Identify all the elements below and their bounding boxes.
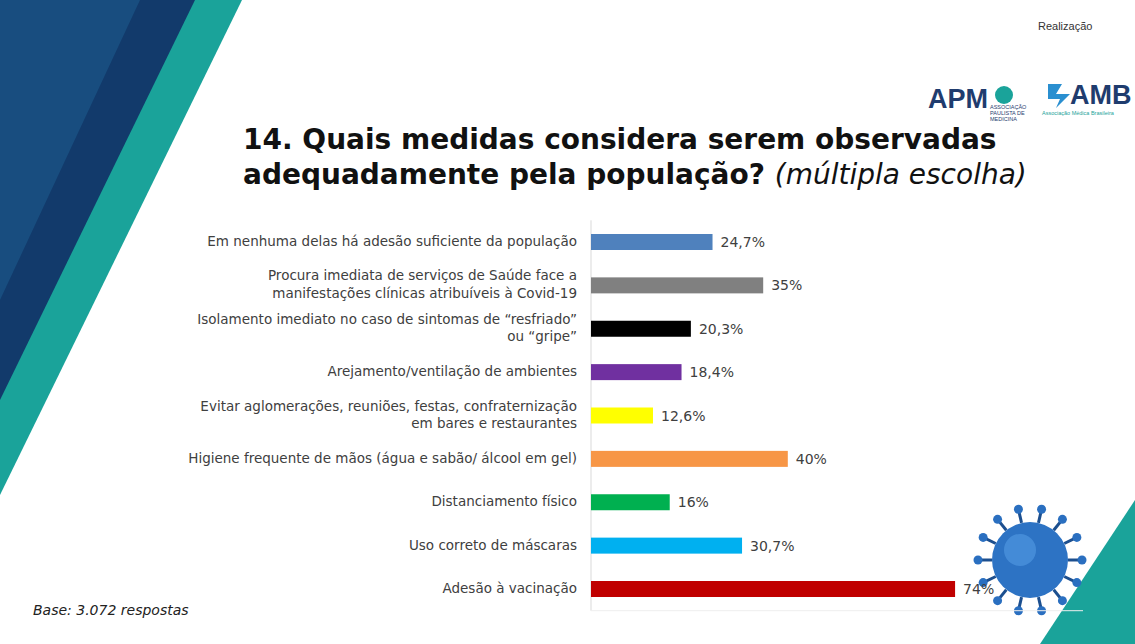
logo-apm: APM <box>928 84 988 115</box>
virus-spike-tip <box>993 515 1002 524</box>
category-label: Uso correto de máscaras <box>177 537 577 555</box>
virus-spike-tip <box>1014 505 1023 514</box>
category-label: Procura imediata de serviços de Saúde fa… <box>177 268 577 303</box>
page: {"header": {"label": "Realização", "logo… <box>0 0 1135 644</box>
logo-amb: AMB <box>1070 80 1132 111</box>
virus-spike-tip <box>1072 533 1081 542</box>
logo-amb-caption: Associação Médica Brasileira <box>1042 110 1114 116</box>
header-label: Realização <box>1038 20 1092 32</box>
bars <box>591 234 955 597</box>
bar <box>591 408 653 424</box>
logo-amb-icon <box>1048 84 1070 108</box>
bar <box>591 538 742 554</box>
bg-shape <box>0 0 140 300</box>
category-label: Evitar aglomerações, reuniões, festas, c… <box>177 398 577 433</box>
data-label: 40% <box>796 451 827 467</box>
data-label: 12,6% <box>661 408 705 424</box>
category-label: Distanciamento físico <box>177 493 577 511</box>
subtitle: (múltipla escolha) <box>775 158 1027 191</box>
data-label: 35% <box>771 277 802 293</box>
bar <box>591 581 955 597</box>
data-label: 30,7% <box>750 538 794 554</box>
bar <box>591 234 713 250</box>
category-label: Higiene frequente de mãos (água e sabão/… <box>177 450 577 468</box>
stripe <box>0 0 242 495</box>
virus-spike-tip <box>974 556 983 565</box>
category-label: Em nenhuma delas há adesão suficiente da… <box>177 233 577 251</box>
title-block: 14. Quais medidas considera serem observ… <box>243 122 1118 192</box>
data-labels: 24,7% 35% 20,3% 18,4% 12,6% 40% 16% 30,7% 74% <box>661 234 994 597</box>
virus-spike-tip <box>1037 505 1046 514</box>
data-label: 74% <box>963 581 994 597</box>
logo-apm-icon <box>995 86 1013 104</box>
virus-spike-tip <box>1058 515 1067 524</box>
data-label: 16% <box>678 494 709 510</box>
bar <box>591 451 788 467</box>
virus-highlight <box>1004 534 1036 566</box>
virus-spike-tip <box>979 533 988 542</box>
virus-spike-tip <box>993 596 1002 605</box>
data-label: 18,4% <box>690 364 734 380</box>
bar <box>591 277 763 293</box>
virus-spike-tip <box>1072 578 1081 587</box>
virus-spike-tip <box>1058 596 1067 605</box>
virus-spike-tip <box>1078 556 1087 565</box>
bar <box>591 494 670 510</box>
x-axis-line <box>591 610 1083 611</box>
logo-apm-caption: ASSOCIAÇÃO PAULISTA DE MEDICINA <box>990 104 1032 122</box>
bar <box>591 364 682 380</box>
category-label: Arejamento/ventilação de ambientes <box>177 363 577 381</box>
virus-body <box>992 522 1068 598</box>
data-label: 20,3% <box>699 321 743 337</box>
annotation: Base: 3.072 respostas <box>33 602 189 618</box>
bar <box>591 321 691 337</box>
category-label: Adesão à vacinação <box>177 580 577 598</box>
data-label: 24,7% <box>721 234 765 250</box>
category-label: Isolamento imediato no caso de sintomas … <box>177 311 577 346</box>
virus-icon <box>974 505 1087 615</box>
